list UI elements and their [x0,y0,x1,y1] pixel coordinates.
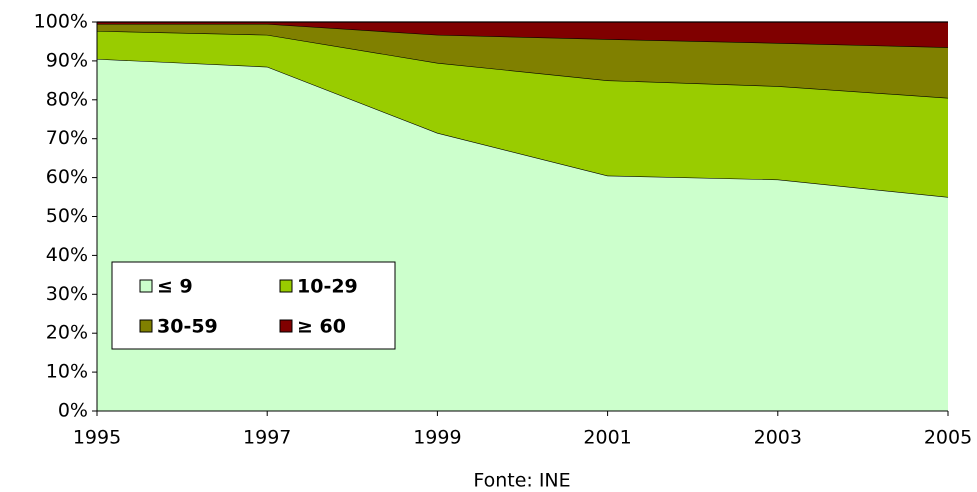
y-tick-label: 50% [46,205,88,227]
x-tick-label: 2003 [754,427,802,449]
x-tick-label: 2005 [924,427,972,449]
y-tick-label: 70% [46,127,88,149]
legend-box [111,261,396,350]
y-tick-label: 100% [34,11,88,33]
legend-label: 10-29 [297,276,358,298]
x-tick-label: 1997 [243,427,291,449]
legend-swatch [279,319,293,333]
legend-swatch [139,279,153,293]
legend-label: 30-59 [157,316,218,338]
y-tick-label: 60% [46,166,88,188]
legend-swatch [279,279,293,293]
y-tick-label: 90% [46,49,88,71]
y-tick-label: 30% [46,283,88,305]
y-tick-label: 40% [46,244,88,266]
legend-swatch [139,319,153,333]
legend-label: ≥ 60 [297,316,346,338]
y-tick-label: 80% [46,88,88,110]
legend-label: ≤ 9 [157,276,193,298]
x-tick-label: 1999 [413,427,461,449]
y-tick-label: 10% [46,361,88,383]
area [97,30,948,198]
area [97,22,948,48]
x-axis-label: Fonte: INE [473,470,570,492]
y-tick-label: 20% [46,322,88,344]
y-tick-label: 0% [58,400,88,422]
x-tick-label: 2001 [583,427,631,449]
x-tick-label: 1995 [73,427,121,449]
